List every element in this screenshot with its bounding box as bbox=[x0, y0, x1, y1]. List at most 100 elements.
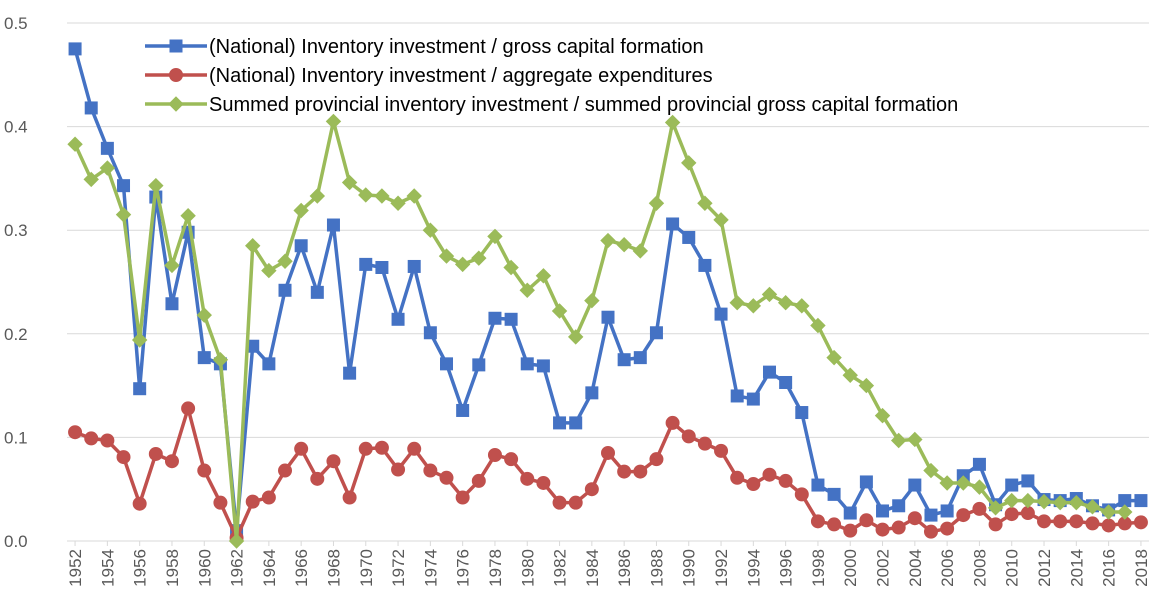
marker bbox=[440, 357, 454, 371]
marker bbox=[923, 524, 938, 539]
marker bbox=[876, 504, 890, 518]
legend-label: (National) Inventory investment / aggreg… bbox=[209, 65, 713, 87]
marker bbox=[972, 457, 986, 471]
marker bbox=[325, 113, 342, 130]
x-tick-label: 1972 bbox=[389, 549, 408, 587]
marker bbox=[487, 448, 502, 463]
x-tick-label: 1984 bbox=[583, 549, 602, 587]
marker bbox=[666, 217, 680, 231]
marker bbox=[908, 478, 922, 492]
marker bbox=[439, 470, 454, 485]
x-tick-label: 2012 bbox=[1035, 549, 1054, 587]
marker bbox=[68, 425, 83, 440]
marker bbox=[1020, 506, 1035, 521]
marker bbox=[197, 463, 212, 478]
marker bbox=[779, 375, 793, 389]
marker bbox=[551, 303, 568, 319]
marker bbox=[342, 490, 357, 505]
x-tick-label: 1970 bbox=[357, 549, 376, 587]
marker bbox=[1053, 514, 1068, 529]
marker bbox=[391, 462, 406, 477]
marker bbox=[374, 188, 390, 204]
marker bbox=[438, 248, 455, 264]
marker bbox=[617, 464, 632, 479]
marker bbox=[133, 382, 147, 396]
x-tick-label: 2016 bbox=[1100, 549, 1119, 587]
marker bbox=[1069, 514, 1084, 529]
marker bbox=[358, 187, 374, 203]
marker bbox=[536, 359, 550, 373]
marker bbox=[84, 101, 98, 115]
marker bbox=[293, 202, 309, 219]
marker bbox=[890, 432, 907, 449]
marker bbox=[616, 236, 632, 253]
marker bbox=[277, 253, 293, 269]
marker bbox=[196, 307, 212, 323]
marker bbox=[261, 490, 276, 505]
marker bbox=[746, 477, 761, 492]
marker bbox=[584, 482, 599, 497]
marker bbox=[374, 440, 389, 455]
marker bbox=[343, 366, 357, 380]
marker bbox=[375, 260, 389, 274]
marker bbox=[664, 114, 681, 131]
marker bbox=[164, 257, 180, 274]
x-tick-label: 1964 bbox=[260, 549, 279, 587]
marker bbox=[552, 495, 567, 510]
x-tick-label: 1996 bbox=[777, 549, 796, 587]
marker bbox=[472, 358, 486, 372]
marker bbox=[892, 499, 906, 513]
x-tick-label: 1956 bbox=[131, 549, 150, 587]
marker bbox=[875, 522, 890, 537]
marker bbox=[907, 431, 923, 448]
marker bbox=[487, 228, 503, 245]
marker bbox=[1068, 494, 1085, 511]
marker bbox=[891, 520, 906, 535]
marker bbox=[504, 452, 519, 467]
x-tick-label: 2018 bbox=[1132, 549, 1149, 587]
marker bbox=[633, 351, 647, 365]
marker bbox=[826, 349, 842, 366]
marker bbox=[874, 407, 891, 424]
marker bbox=[100, 141, 114, 155]
marker bbox=[745, 298, 762, 314]
marker bbox=[326, 454, 341, 469]
marker bbox=[762, 467, 777, 482]
x-tick-label: 2014 bbox=[1067, 549, 1086, 587]
x-tick-label: 1992 bbox=[712, 549, 731, 587]
marker bbox=[859, 513, 874, 528]
marker bbox=[940, 521, 955, 536]
marker bbox=[584, 292, 600, 309]
x-tick-label: 1958 bbox=[163, 549, 182, 587]
marker bbox=[632, 243, 649, 259]
marker bbox=[390, 195, 406, 211]
marker bbox=[359, 257, 373, 271]
marker bbox=[1004, 492, 1020, 509]
marker bbox=[987, 500, 1004, 516]
y-tick-label: 0.2 bbox=[4, 325, 28, 344]
x-tick-label: 1966 bbox=[292, 549, 311, 587]
x-tick-label: 2008 bbox=[970, 549, 989, 587]
marker bbox=[212, 351, 229, 368]
marker bbox=[956, 508, 971, 523]
marker bbox=[762, 365, 776, 379]
legend-label: (National) Inventory investment / gross … bbox=[209, 36, 704, 58]
x-tick-label: 1962 bbox=[228, 549, 247, 587]
marker bbox=[148, 177, 164, 194]
marker bbox=[1117, 504, 1133, 520]
marker bbox=[520, 357, 534, 371]
marker bbox=[169, 68, 183, 82]
marker bbox=[519, 282, 535, 298]
marker bbox=[827, 487, 841, 501]
marker bbox=[729, 295, 745, 311]
marker bbox=[341, 174, 358, 191]
marker bbox=[262, 357, 276, 371]
marker bbox=[391, 312, 405, 326]
y-tick-label: 0.0 bbox=[4, 532, 28, 551]
marker bbox=[714, 443, 729, 458]
marker bbox=[294, 239, 308, 253]
marker bbox=[843, 523, 858, 538]
marker bbox=[648, 195, 665, 211]
marker bbox=[407, 259, 421, 273]
